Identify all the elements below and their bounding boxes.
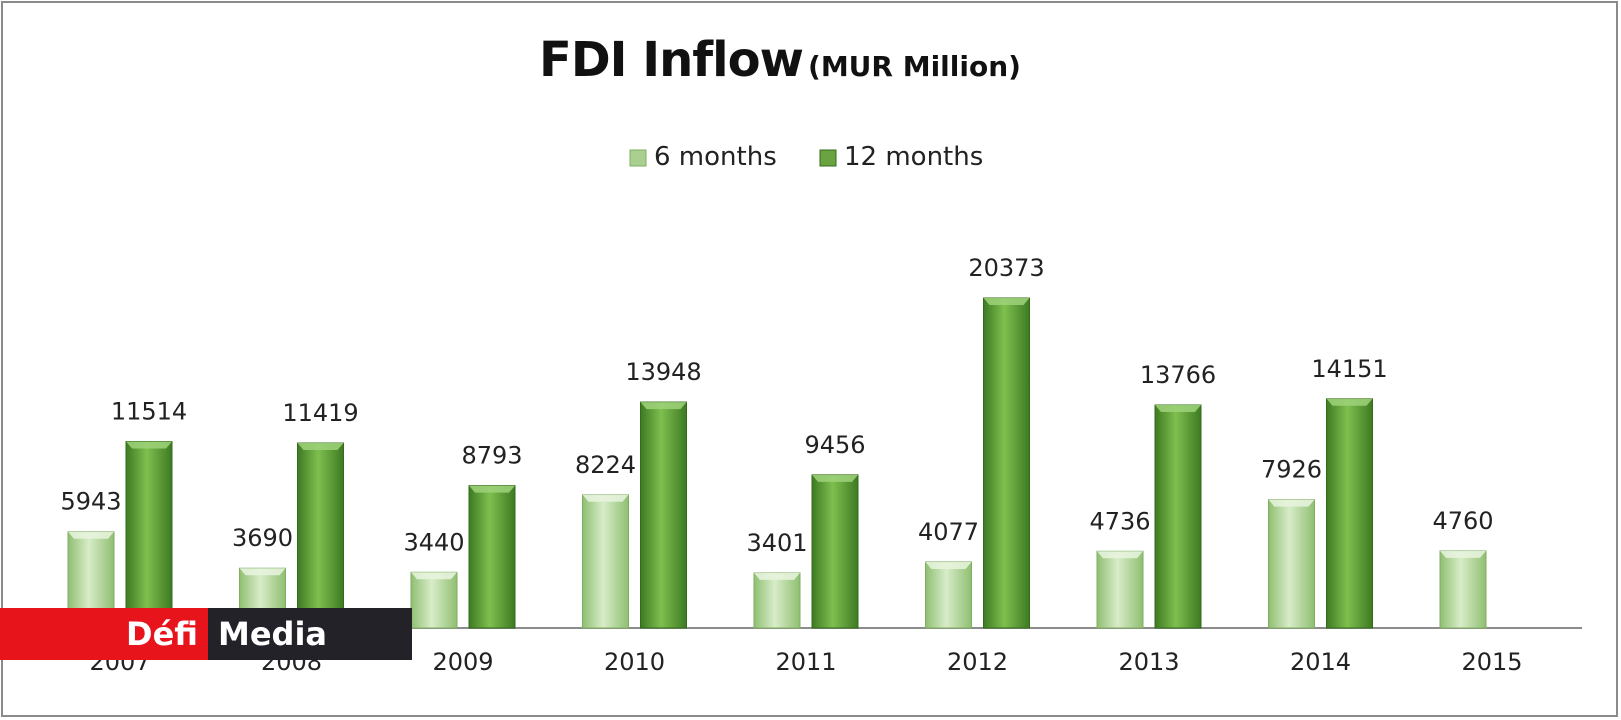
bar-12m-2014 (1326, 398, 1373, 629)
bar-6m-2012 (925, 561, 972, 629)
bar-6m-2010 (582, 494, 629, 629)
bar-cap-12m-2007 (126, 441, 172, 449)
x-tick-label-2010: 2010 (604, 648, 665, 676)
logo-red-block: Défi (0, 608, 208, 660)
bar-cap-6m-2012 (925, 561, 972, 569)
bar-6m-2011 (753, 572, 801, 629)
bar-cap-6m-2009 (411, 572, 457, 580)
bar-cap-6m-2011 (754, 572, 800, 580)
bar-cap-6m-2007 (68, 531, 114, 539)
chart-title: FDI Inflow (539, 32, 804, 88)
data-label-6m-2010: 8224 (575, 451, 636, 479)
chart-subtitle: (MUR Million) (808, 50, 1021, 83)
bar-cap-6m-2008 (239, 568, 286, 576)
bar-cap-6m-2015 (1440, 550, 1486, 558)
data-label-6m-2011: 3401 (746, 529, 807, 557)
x-tick-label-2012: 2012 (947, 648, 1008, 676)
x-tick-label-2011: 2011 (775, 648, 836, 676)
data-label-6m-2008: 3690 (232, 524, 293, 552)
data-label-6m-2007: 5943 (60, 488, 121, 516)
legend-swatch-12m (819, 149, 837, 167)
bar-12m-2007 (125, 440, 173, 629)
data-label-6m-2015: 4760 (1432, 507, 1493, 535)
data-label-12m-2008: 11419 (282, 399, 358, 427)
bar-cap-6m-2013 (1097, 551, 1143, 559)
bar-12m-2012 (983, 297, 1030, 629)
data-label-12m-2014: 14151 (1311, 355, 1387, 383)
bar-cap-12m-2008 (297, 443, 344, 451)
bar-12m-2011 (811, 474, 859, 629)
x-tick-label-2009: 2009 (432, 648, 493, 676)
bar-12m-2008 (297, 442, 344, 629)
data-label-12m-2012: 20373 (968, 254, 1044, 282)
data-label-6m-2012: 4077 (918, 518, 979, 546)
data-label-6m-2014: 7926 (1261, 456, 1322, 484)
data-label-12m-2011: 9456 (804, 431, 865, 459)
bar-cap-12m-2010 (640, 402, 687, 410)
data-label-12m-2010: 13948 (625, 358, 701, 386)
bar-6m-2013 (1096, 550, 1144, 629)
data-label-6m-2013: 4736 (1089, 507, 1150, 535)
bar-cap-6m-2010 (582, 494, 629, 502)
legend-label-6m: 6 months (654, 142, 777, 172)
bar-6m-2015 (1439, 550, 1487, 629)
bar-12m-2013 (1154, 404, 1202, 629)
bar-cap-12m-2012 (983, 298, 1030, 305)
x-tick-label-2014: 2014 (1290, 648, 1351, 676)
data-label-12m-2013: 13766 (1140, 361, 1216, 389)
bar-cap-12m-2009 (469, 485, 515, 493)
logo-text-defi: Défi (126, 615, 198, 653)
x-tick-label-2013: 2013 (1118, 648, 1179, 676)
bar-12m-2010 (640, 401, 687, 629)
legend-swatch-6m (629, 149, 647, 167)
bar-cap-12m-2014 (1326, 398, 1373, 406)
chart-title-block: FDI Inflow (MUR Million) (0, 32, 1560, 88)
bar-cap-12m-2013 (1155, 405, 1201, 413)
bar-cap-12m-2011 (812, 474, 858, 482)
bar-6m-2014 (1268, 499, 1315, 629)
bar-cap-6m-2014 (1268, 499, 1315, 507)
logo-text-media: Media (218, 615, 328, 653)
logo-dark-block: Media (208, 608, 412, 660)
data-label-12m-2007: 11514 (111, 397, 187, 425)
data-label-6m-2009: 3440 (403, 528, 464, 556)
x-tick-label-2015: 2015 (1461, 648, 1522, 676)
bar-6m-2009 (410, 571, 458, 629)
bar-12m-2009 (468, 485, 516, 629)
legend-label-12m: 12 months (844, 142, 983, 172)
data-label-12m-2009: 8793 (461, 442, 522, 470)
defi-media-logo: Défi Media (0, 608, 412, 660)
